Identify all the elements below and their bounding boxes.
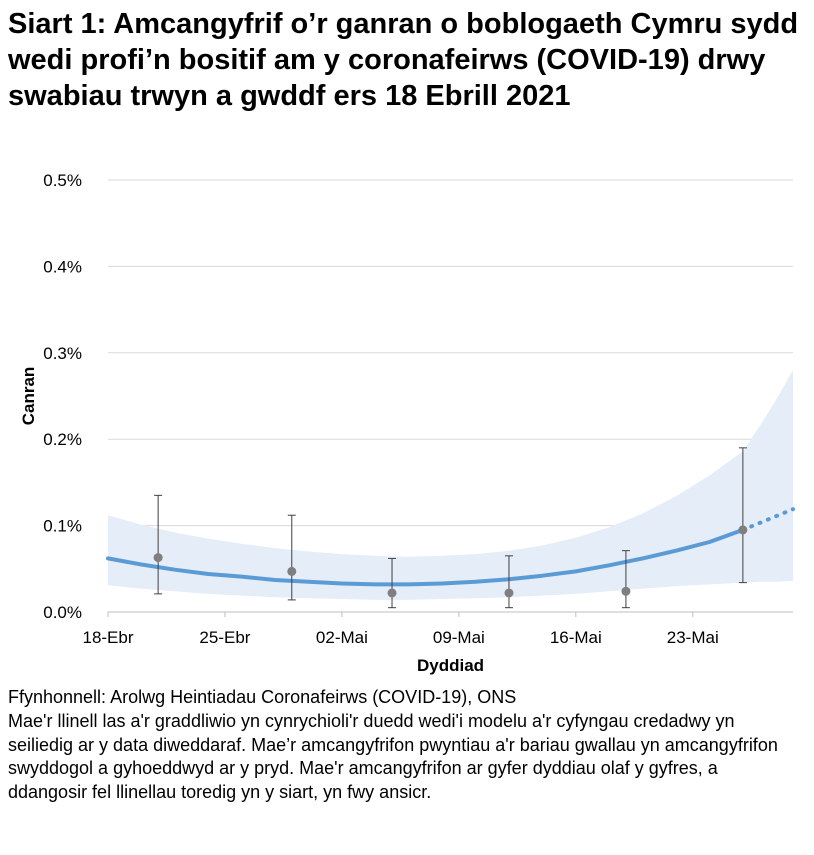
y-axis-title: Canran: [19, 367, 38, 426]
uncertain-trend-line: [740, 507, 795, 532]
y-tick-label: 0.4%: [43, 257, 82, 276]
y-tick-label: 0.5%: [43, 171, 82, 190]
y-tick-label: 0.2%: [43, 430, 82, 449]
trend-lines: [106, 507, 795, 587]
x-tick-label: 18-Ebr: [82, 628, 133, 647]
chart-title: Siart 1: Amcangyfrif o’r ganran o boblog…: [8, 8, 799, 112]
x-tick-label: 25-Ebr: [199, 628, 250, 647]
source-note: Ffynhonnell: Arolwg Heintiadau Coronafei…: [8, 687, 517, 707]
x-tick-label: 09-Mai: [433, 628, 485, 647]
chart: 0.0% 0.1% 0.2% 0.3% 0.4% 0.5% 18-Ebr 25-Ebr 02-…: [19, 171, 795, 675]
estimate-point: [621, 586, 631, 596]
modelled-trend-line: [106, 527, 745, 587]
official-estimates: [153, 447, 748, 609]
gridlines: [108, 179, 793, 613]
x-tick-label: 23-Mai: [667, 628, 719, 647]
credible-interval-band: [108, 370, 793, 600]
credible-interval-area: [108, 370, 793, 600]
y-axis-ticks: 0.0% 0.1% 0.2% 0.3% 0.4% 0.5%: [43, 171, 82, 622]
x-tick-label: 02-Mai: [316, 628, 368, 647]
estimate-point: [287, 566, 297, 576]
estimate-point: [504, 588, 514, 598]
estimate-point: [738, 525, 748, 535]
footnote: Mae'r llinell las a'r graddliwio yn cynr…: [8, 711, 778, 802]
y-tick-label: 0.0%: [43, 603, 82, 622]
x-axis-title: Dyddiad: [417, 656, 484, 675]
y-tick-label: 0.1%: [43, 517, 82, 536]
estimate-point: [153, 553, 163, 563]
estimate-point: [387, 588, 397, 598]
y-tick-label: 0.3%: [43, 344, 82, 363]
x-tick-label: 16-Mai: [550, 628, 602, 647]
x-axis-ticks: 18-Ebr 25-Ebr 02-Mai 09-Mai 16-Mai 23-Mai: [82, 612, 719, 647]
